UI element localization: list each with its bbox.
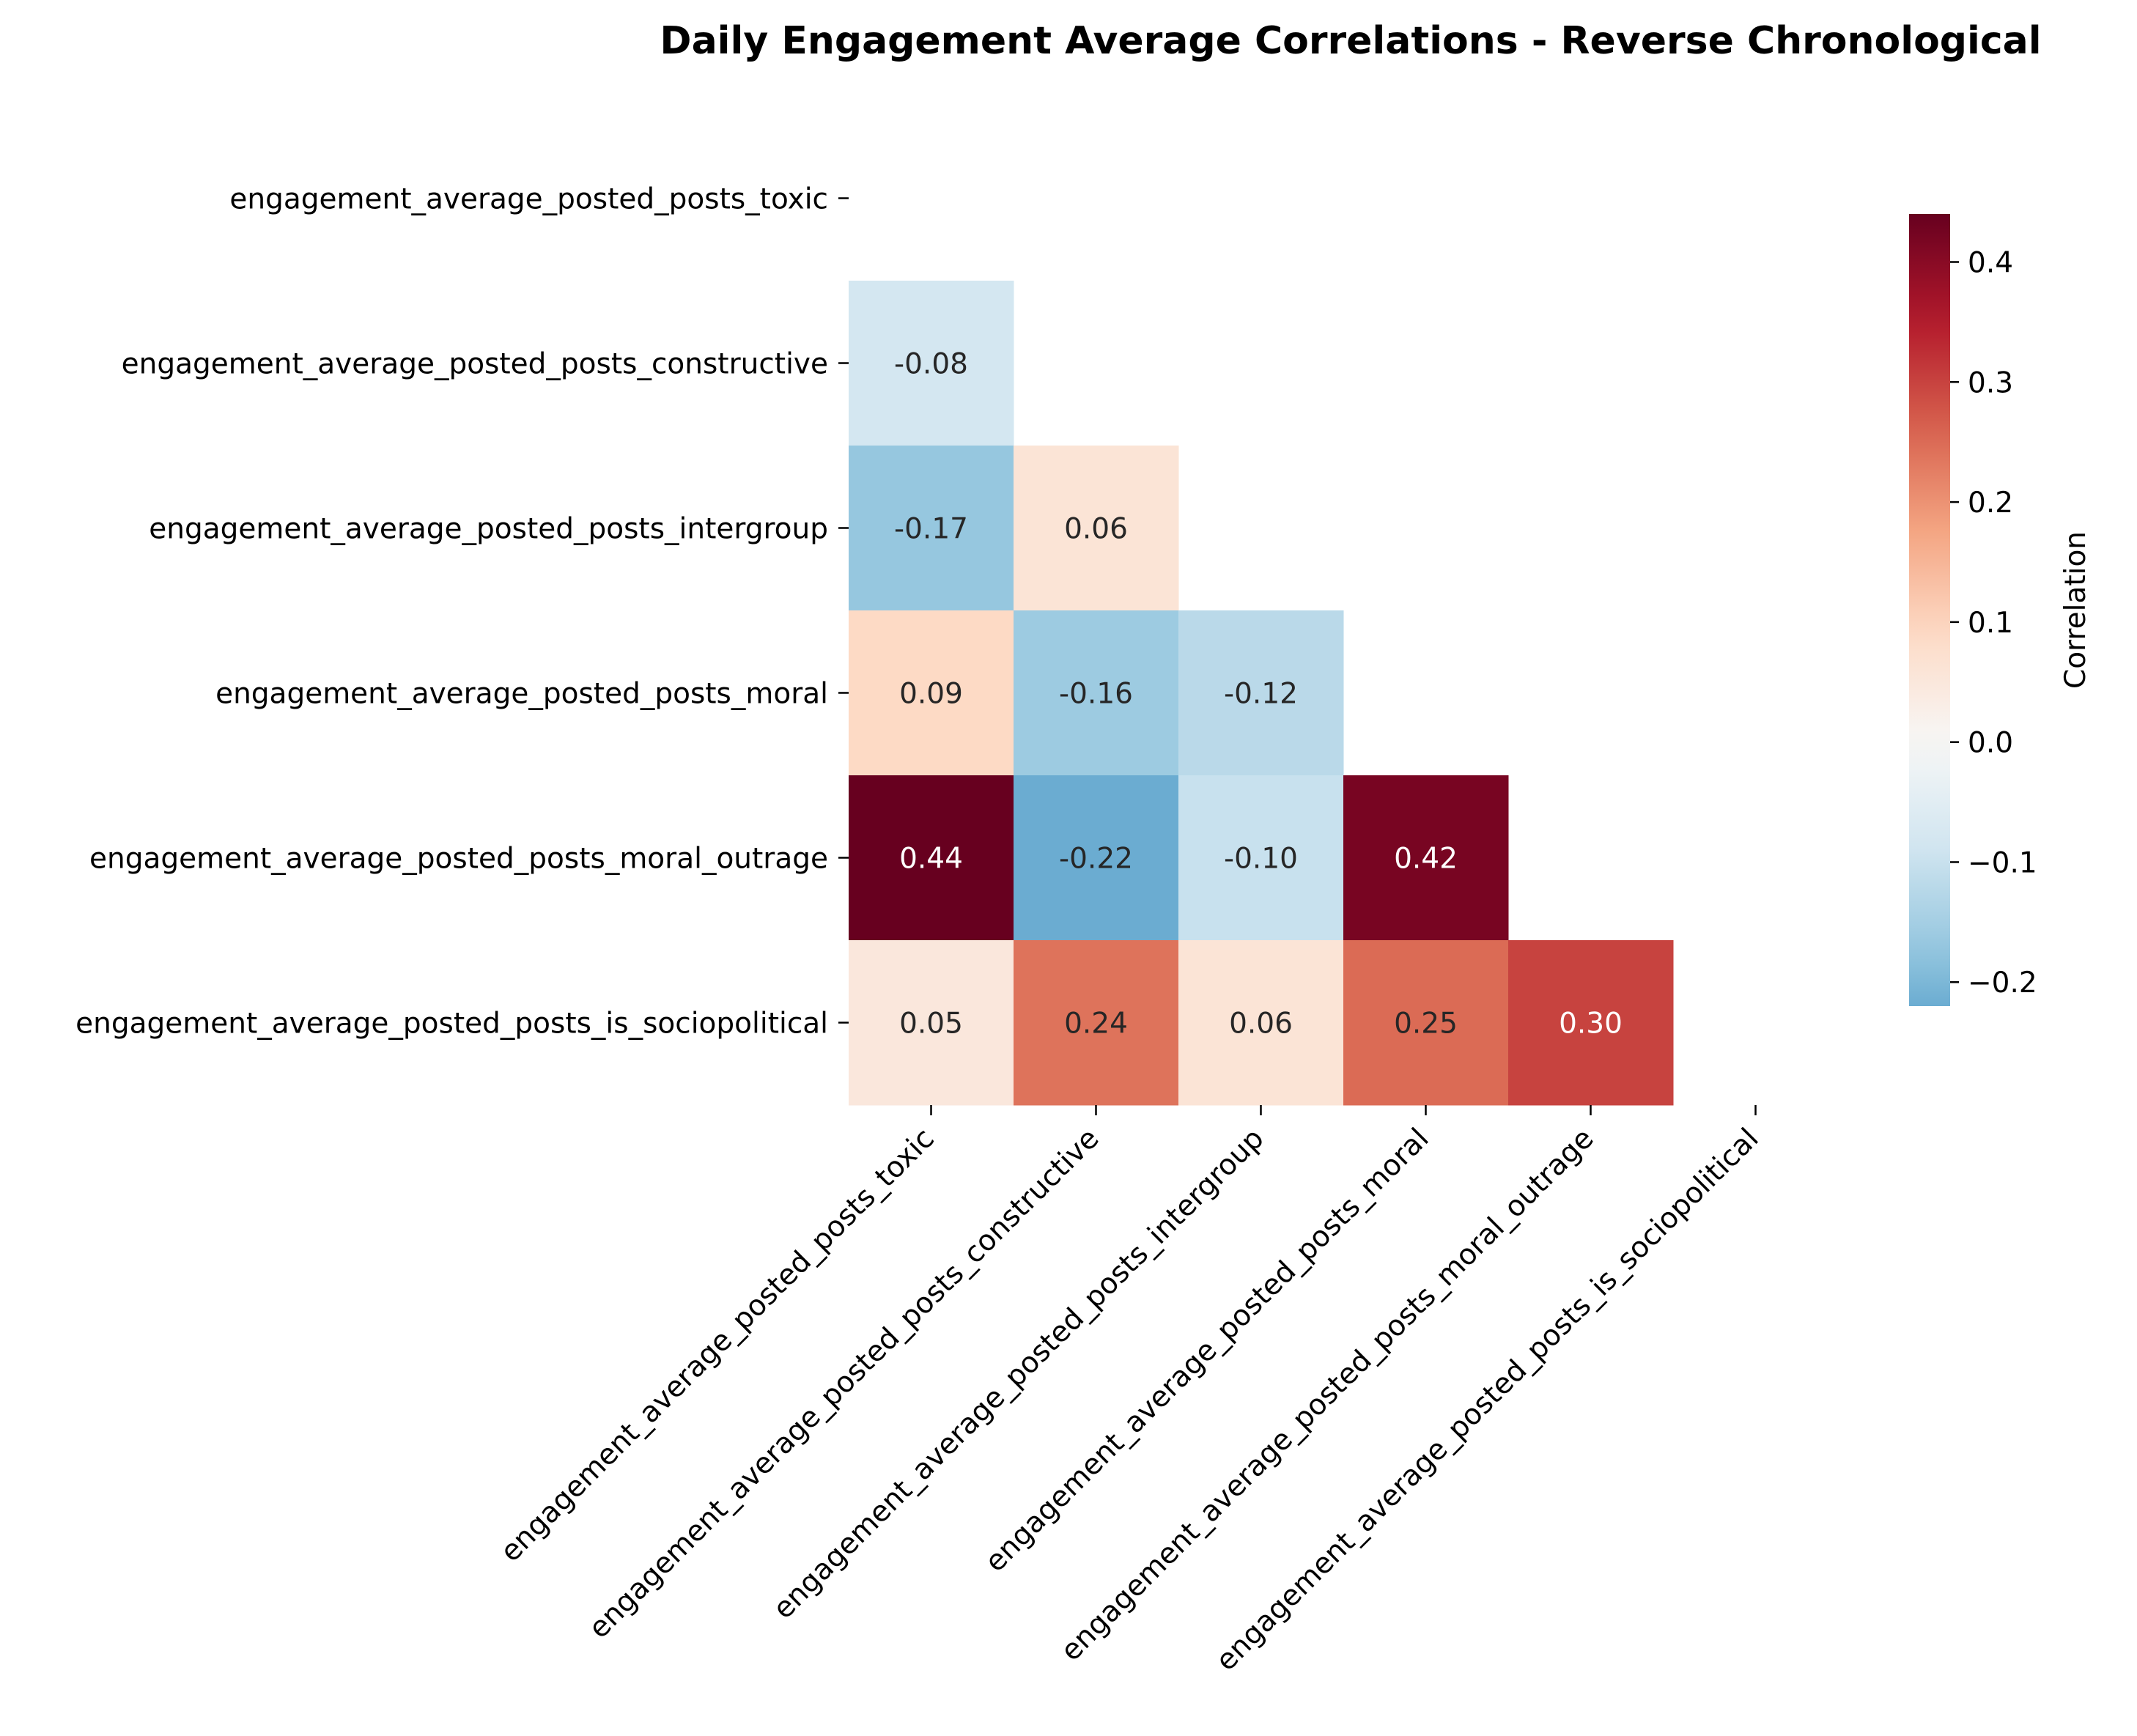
heatmap-cell <box>849 940 1014 1106</box>
y-tick-label: engagement_average_posted_posts_moral <box>215 678 828 711</box>
x-axis-tick-labels: engagement_average_posted_posts_toxiceng… <box>494 1105 1765 1677</box>
heatmap-cell <box>1508 940 1674 1106</box>
colorbar: 0.4 0.3 0.2 0.1 0.0 −0.1 −0.2 Correlation <box>1909 214 2092 1006</box>
colorbar-label: Correlation <box>2059 531 2092 689</box>
colorbar-tick-label: −0.2 <box>1968 967 2037 1000</box>
heatmap-cell <box>849 775 1014 941</box>
heatmap-cell <box>1178 775 1344 941</box>
colorbar-tick-label: 0.4 <box>1968 247 2013 280</box>
cell-value-label: 0.06 <box>1229 1008 1293 1041</box>
y-axis-tick-labels: engagement_average_posted_posts_toxiceng… <box>75 183 849 1041</box>
y-tick-label: engagement_average_posted_posts_intergro… <box>149 513 828 546</box>
y-tick-label: engagement_average_posted_posts_toxic <box>229 183 828 216</box>
y-tick-label: engagement_average_posted_posts_is_socio… <box>75 1008 828 1041</box>
cell-value-label: -0.16 <box>1059 678 1133 711</box>
heatmap-cells: -0.08 -0.17 0.06 0.09 -0.16 -0.12 0.44 -0.22 -0.… <box>849 281 1674 1106</box>
colorbar-gradient <box>1909 214 1950 1006</box>
cell-value-label: 0.05 <box>899 1008 963 1041</box>
heatmap-cell <box>1343 775 1509 941</box>
colorbar-tick-label: 0.2 <box>1968 487 2013 520</box>
cell-value-label: 0.30 <box>1559 1008 1623 1041</box>
heatmap-cell <box>1343 940 1509 1106</box>
colorbar-tick-label: 0.1 <box>1968 607 2013 640</box>
colorbar-tick-label: 0.3 <box>1968 366 2013 399</box>
cell-value-label: -0.08 <box>894 348 968 381</box>
cell-value-label: 0.06 <box>1064 513 1128 546</box>
cell-value-label: 0.09 <box>899 678 963 711</box>
colorbar-tick-label: −0.1 <box>1968 846 2037 879</box>
cell-value-label: -0.17 <box>894 513 968 546</box>
heatmap-cell <box>1014 775 1179 941</box>
chart-title: Daily Engagement Average Correlations - … <box>660 19 2041 63</box>
cell-value-label: 0.42 <box>1394 843 1458 876</box>
x-tick-label: engagement_average_posted_posts_is_socio… <box>1210 1122 1765 1677</box>
heatmap-cell <box>1178 610 1344 776</box>
cell-value-label: 0.24 <box>1064 1008 1128 1041</box>
heatmap-cell <box>1178 940 1344 1106</box>
x-tick-label: engagement_average_posted_posts_moral_ou… <box>1055 1122 1601 1668</box>
heatmap-cell <box>849 281 1014 446</box>
heatmap-cell <box>849 610 1014 776</box>
heatmap-cell <box>1014 446 1179 611</box>
cell-value-label: 0.44 <box>899 843 963 876</box>
heatmap-cell <box>849 446 1014 611</box>
y-tick-label: engagement_average_posted_posts_construc… <box>122 348 828 381</box>
cell-value-label: -0.22 <box>1059 843 1133 876</box>
cell-value-label: -0.12 <box>1224 678 1298 711</box>
cell-value-label: -0.10 <box>1224 843 1298 876</box>
y-tick-label: engagement_average_posted_posts_moral_ou… <box>89 843 828 876</box>
cell-value-label: 0.25 <box>1394 1008 1458 1041</box>
heatmap-cell <box>1014 940 1179 1106</box>
colorbar-tick-label: 0.0 <box>1968 727 2013 760</box>
heatmap-cell <box>1014 610 1179 776</box>
